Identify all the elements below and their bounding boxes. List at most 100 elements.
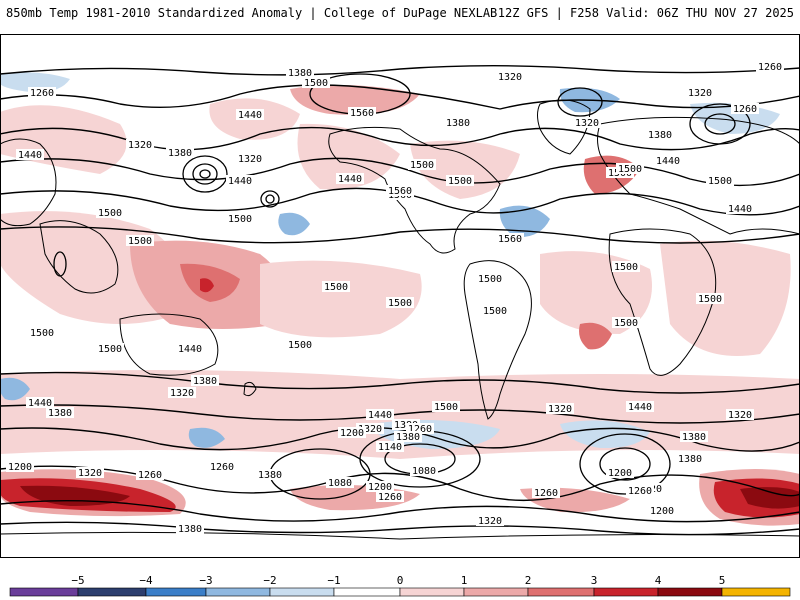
contour-label: 1380: [193, 376, 217, 387]
cold-anomaly: [0, 377, 30, 401]
north-america-coast: [328, 126, 501, 254]
contour-line: [0, 226, 800, 244]
contour-label: 1440: [238, 110, 262, 121]
contour-label: 1200: [608, 468, 632, 479]
contour-label: 1440: [228, 176, 252, 187]
warm-anomaly: [297, 123, 400, 190]
contour-label-background: [406, 423, 434, 434]
contour-label-background: [16, 149, 44, 160]
contour-label-background: [376, 491, 404, 502]
low-pressure-center: [182, 155, 228, 193]
contour-label: 1440: [728, 204, 752, 215]
colorbar-tick-label: 1: [461, 574, 468, 587]
contour-label: 1500: [388, 298, 412, 309]
contour-label: 1500: [614, 262, 638, 273]
colorbar-segment: [269, 587, 335, 597]
contour-label: 1440: [368, 410, 392, 421]
contour-label: 1320: [128, 140, 152, 151]
contour-label-background: [366, 481, 394, 492]
africa-coast: [608, 228, 717, 376]
colorbar-segment: [463, 587, 529, 597]
contour-label-background: [96, 343, 124, 354]
contour-label-background: [126, 139, 154, 150]
colorbar-segment: [593, 587, 659, 597]
contour-label: 1320: [170, 388, 194, 399]
contour-label-background: [336, 173, 364, 184]
contour-label: 1320: [688, 88, 712, 99]
asia-coast: [39, 220, 119, 294]
contour-label: 1500: [618, 164, 642, 175]
low-pressure-center: [689, 103, 751, 145]
contour-label: 1320: [728, 410, 752, 421]
contour-label-background: [348, 107, 376, 118]
contour-label-background: [612, 261, 640, 272]
contour-label-background: [376, 441, 404, 452]
contour-label: 1200: [340, 428, 364, 439]
contour-label-background: [646, 129, 674, 140]
contour-line: [0, 157, 800, 187]
contour-label-background: [408, 159, 436, 170]
contour-line: [0, 65, 800, 76]
contour-label: 1260: [758, 62, 782, 73]
contour-label-background: [286, 339, 314, 350]
contour-label-background: [481, 305, 509, 316]
warm-anomaly: [200, 278, 214, 293]
contour-label-background: [573, 117, 601, 128]
contour-label-background: [28, 327, 56, 338]
contour-label: 1260: [408, 424, 432, 435]
contour-label: 1560: [350, 108, 374, 119]
contour-label-background: [226, 213, 254, 224]
contour-label: 1440: [656, 156, 680, 167]
low-pressure-center: [704, 113, 736, 135]
warm-anomaly: [660, 240, 791, 356]
contour-label: 1500: [30, 328, 54, 339]
contour-label-background: [626, 401, 654, 412]
contour-label-background: [680, 431, 708, 442]
contour-label: 1440: [18, 150, 42, 161]
low-pressure-center: [265, 194, 275, 204]
contour-label-background: [236, 153, 264, 164]
low-pressure-center: [199, 169, 211, 179]
contour-label-background: [616, 163, 644, 174]
colorbar-segment: [145, 587, 207, 597]
contour-label-background: [236, 109, 264, 120]
cold-anomaly: [499, 205, 550, 238]
colorbar-segment: [399, 587, 465, 597]
colorbar-ticks: −5 −4 −3 −2 −1 0 1 2 3 4 5: [71, 574, 725, 587]
contour-label-background: [532, 487, 560, 498]
colorbar-tick-label: −4: [139, 574, 153, 587]
contour-label-background: [46, 407, 74, 418]
contour-label-background: [446, 175, 474, 186]
contour-label: 1500: [483, 306, 507, 317]
contour-label-background: [546, 403, 574, 414]
australia-coast: [119, 313, 219, 376]
contour-label-background: [338, 427, 366, 438]
low-pressure-center: [260, 190, 280, 208]
contour-label: 1500: [478, 274, 502, 285]
contour-label-background: [176, 343, 204, 354]
contour-label: 1380: [648, 130, 672, 141]
contour-label-background: [612, 317, 640, 328]
contour-label: 1440: [28, 398, 52, 409]
contour-label: 1320: [575, 118, 599, 129]
contour-line: [0, 371, 800, 394]
contour-label-background: [654, 155, 682, 166]
contour-label: 1200: [650, 506, 674, 517]
contour-label-background: [476, 515, 504, 526]
contour-label-background: [386, 297, 414, 308]
colorbar-segment: [205, 587, 271, 597]
contour-label-background: [496, 233, 524, 244]
contour-label: 1500: [410, 160, 434, 171]
contour-line: [0, 521, 800, 536]
contour-label: 1320: [548, 404, 572, 415]
contour-label-background: [126, 235, 154, 246]
colorbar-tick-label: −5: [71, 574, 84, 587]
warm-anomaly: [260, 260, 422, 338]
warm-anomaly: [410, 140, 520, 199]
contour-label: 1380: [446, 118, 470, 129]
contour-label-background: [606, 467, 634, 478]
colorbar-tick-label: −2: [263, 574, 276, 587]
contour-label-background: [706, 175, 734, 186]
